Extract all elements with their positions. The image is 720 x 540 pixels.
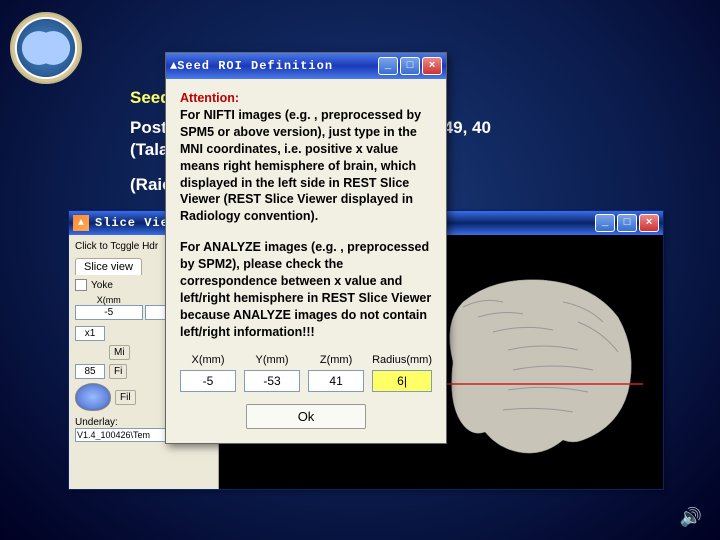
matlab-icon: ▲	[170, 59, 177, 73]
roi-x-input[interactable]	[180, 370, 236, 392]
roi-x-header: X(mm)	[180, 354, 236, 366]
brain-sagittal-icon	[423, 262, 643, 462]
close-button[interactable]: ×	[422, 57, 442, 75]
sound-icon: 🔊	[680, 507, 702, 528]
minimize-button[interactable]: _	[378, 57, 398, 75]
fi-button[interactable]: Fi	[109, 364, 127, 379]
x-header: X(mm	[75, 295, 143, 305]
close-button[interactable]: ×	[639, 214, 659, 232]
fil-button[interactable]: Fil	[115, 390, 136, 405]
window-buttons: _ □ ×	[595, 214, 659, 232]
yoke-label: Yoke	[91, 280, 113, 291]
mi-button[interactable]: Mi	[109, 345, 130, 360]
institute-logo	[10, 12, 82, 84]
seed-roi-dialog: ▲ Seed ROI Definition _ □ × Attention: F…	[165, 52, 447, 444]
matlab-icon: ▲	[73, 215, 89, 231]
roi-body: Attention: For NIFTI images (e.g. , prep…	[166, 79, 446, 443]
roi-y-header: Y(mm)	[244, 354, 300, 366]
roi-y-input[interactable]	[244, 370, 300, 392]
warning-text-2: For ANALYZE images (e.g. , preprocessed …	[180, 239, 432, 340]
yoke-checkbox[interactable]	[75, 279, 87, 291]
warning-block-1: Attention: For NIFTI images (e.g. , prep…	[180, 91, 432, 225]
minimize-button[interactable]: _	[595, 214, 615, 232]
roi-z-header: Z(mm)	[308, 354, 364, 366]
maximize-button[interactable]: □	[400, 57, 420, 75]
maximize-button[interactable]: □	[617, 214, 637, 232]
zoom-input[interactable]	[75, 326, 105, 341]
roi-radius-header: Radius(mm)	[372, 354, 432, 366]
ok-button[interactable]: Ok	[246, 404, 366, 429]
warning-block-2: For ANALYZE images (e.g. , preprocessed …	[180, 239, 432, 340]
attention-label: Attention:	[180, 91, 432, 105]
x-input[interactable]	[75, 305, 143, 320]
window-buttons: _ □ ×	[378, 57, 442, 75]
num-input[interactable]	[75, 364, 105, 379]
brain-thumbnail[interactable]	[75, 383, 111, 411]
roi-titlebar[interactable]: ▲ Seed ROI Definition _ □ ×	[166, 53, 446, 79]
roi-radius-input[interactable]	[372, 370, 432, 392]
warning-text-1: For NIFTI images (e.g. , preprocessed by…	[180, 107, 432, 225]
brain-icon	[22, 28, 70, 68]
roi-coord-row: X(mm) Y(mm) Z(mm) Radius(mm)	[180, 354, 432, 392]
roi-title: Seed ROI Definition	[177, 59, 378, 73]
slide-text-tala: (Tala	[130, 140, 168, 160]
roi-z-input[interactable]	[308, 370, 364, 392]
tab-slice-view[interactable]: Slice view	[75, 258, 142, 275]
